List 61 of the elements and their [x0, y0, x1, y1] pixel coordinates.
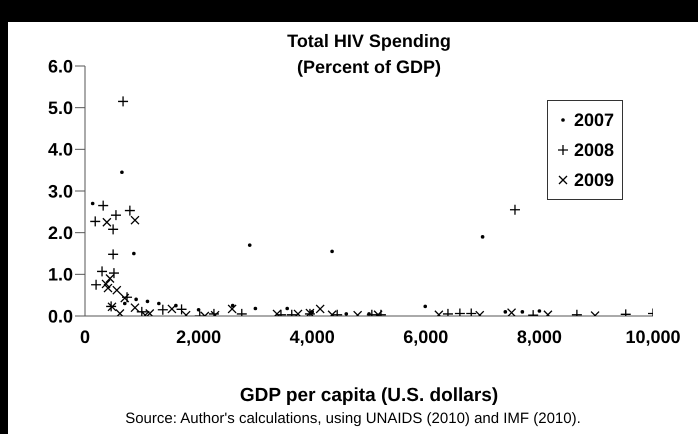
x-tick-label: 8,000	[516, 326, 562, 347]
point	[230, 304, 234, 308]
source-note: Source: Author's calculations, using UNAIDS (2010) and IMF (2010).	[124, 410, 582, 427]
point	[101, 279, 111, 289]
point	[90, 202, 94, 206]
y-tick-label: 2.0	[48, 223, 73, 244]
y-tick-label: 6.0	[48, 56, 73, 76]
point	[107, 248, 119, 260]
x-tick-label: 10,000	[625, 326, 681, 347]
legend-label: 2009	[574, 170, 614, 190]
chart-title: Total HIV Spending (Percent of GDP)	[286, 30, 452, 79]
point	[227, 304, 237, 314]
x-tick-label: 0	[80, 326, 90, 347]
point	[293, 309, 303, 316]
point	[330, 250, 334, 254]
point	[90, 216, 101, 228]
point	[506, 308, 516, 316]
point	[254, 306, 258, 310]
point	[285, 306, 290, 310]
point	[115, 308, 125, 316]
point	[145, 308, 154, 316]
x-tick-label: 2,000	[176, 326, 222, 347]
point	[316, 304, 325, 314]
point	[90, 279, 102, 290]
point	[248, 243, 252, 247]
y-tick-label: 0.0	[48, 306, 73, 326]
point	[176, 304, 188, 315]
point	[272, 309, 282, 316]
x-tick-label: 6,000	[403, 326, 448, 347]
point	[122, 302, 127, 306]
point	[480, 235, 484, 239]
y-tick-label: 5.0	[48, 98, 73, 118]
point	[157, 302, 161, 306]
x-axis-title: GDP per capita (U.S. dollars)	[238, 385, 500, 407]
point	[157, 304, 168, 316]
point	[130, 303, 140, 312]
legend-label: 2007	[574, 110, 614, 130]
point	[98, 200, 109, 212]
x-tick-label: 4,000	[290, 326, 335, 347]
legend-label: 2008	[574, 140, 614, 160]
point	[196, 308, 200, 312]
point	[107, 224, 119, 235]
point	[509, 204, 521, 216]
point	[136, 306, 148, 316]
y-tick-label: 4.0	[48, 140, 73, 160]
point	[520, 310, 524, 314]
point	[121, 292, 133, 303]
point	[538, 309, 542, 313]
point	[504, 310, 508, 314]
y-tick-label: 3.0	[48, 181, 73, 202]
point	[117, 96, 129, 108]
point	[96, 266, 108, 278]
point	[132, 252, 136, 256]
point	[134, 298, 138, 302]
point	[146, 300, 150, 304]
point	[344, 312, 348, 316]
point	[120, 293, 130, 303]
point	[423, 304, 428, 308]
y-tick-label: 1.0	[48, 264, 73, 285]
point	[167, 304, 177, 314]
point	[120, 170, 124, 174]
